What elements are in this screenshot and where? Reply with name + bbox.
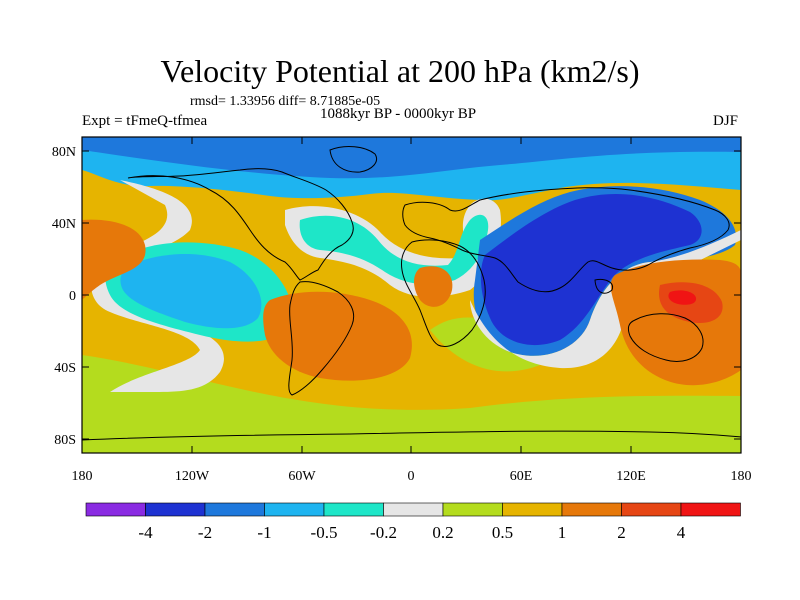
colorbar-label: 0.2 [432,523,453,542]
lon-label-60e: 60E [510,469,533,484]
colorbar-swatch [621,502,682,517]
colorbar-swatch [145,502,206,517]
lon-label-60w: 60W [288,469,316,484]
colorbar-swatch [561,502,622,517]
colorbar-swatch [264,502,325,517]
colorbar-label: -1 [257,523,271,542]
time-period-label: 1088kyr BP - 0000kyr BP [320,106,477,122]
lon-label-180-west: 180 [72,469,93,484]
colorbar-label: 0.5 [492,523,513,542]
colorbar-label: 4 [677,523,686,542]
lon-label-120w: 120W [175,469,210,484]
lat-label-80s: 80S [54,433,76,448]
lat-label-0: 0 [69,289,76,304]
lat-label-80n: 80N [52,145,76,160]
colorbar-swatch [442,502,503,517]
lon-label-0: 0 [408,469,415,484]
lon-label-180-east: 180 [731,469,752,484]
colorbar-swatch [323,502,384,517]
lon-tick-marks [191,137,632,453]
lat-label-40n: 40N [52,217,76,232]
colorbar-swatch [85,502,146,517]
colorbar: -4 -2 -1 -0.5 -0.2 0.2 0.5 1 2 4 [85,502,741,542]
colorbar-swatch [502,502,563,517]
colorbar-swatch [680,502,741,517]
colorbar-label: 1 [558,523,567,542]
contour-field [82,137,741,453]
experiment-label: Expt = tFmeQ-tfmea [82,113,208,129]
colorbar-label: 2 [617,523,626,542]
rmsd-diff-stats: rmsd= 1.33956 diff= 8.71885e-05 [190,94,381,109]
lat-label-40s: 40S [54,361,76,376]
colorbar-label: -0.2 [370,523,397,542]
colorbar-swatch [383,502,444,517]
colorbar-swatch [204,502,265,517]
plot-title: Velocity Potential at 200 hPa (km2/s) [160,53,640,89]
lon-label-120e: 120E [616,469,646,484]
colorbar-label: -4 [138,523,153,542]
season-label: DJF [712,113,738,129]
colorbar-label: -2 [198,523,212,542]
colorbar-label: -0.5 [311,523,338,542]
lat-tick-marks [82,150,741,440]
coastlines [82,146,741,441]
